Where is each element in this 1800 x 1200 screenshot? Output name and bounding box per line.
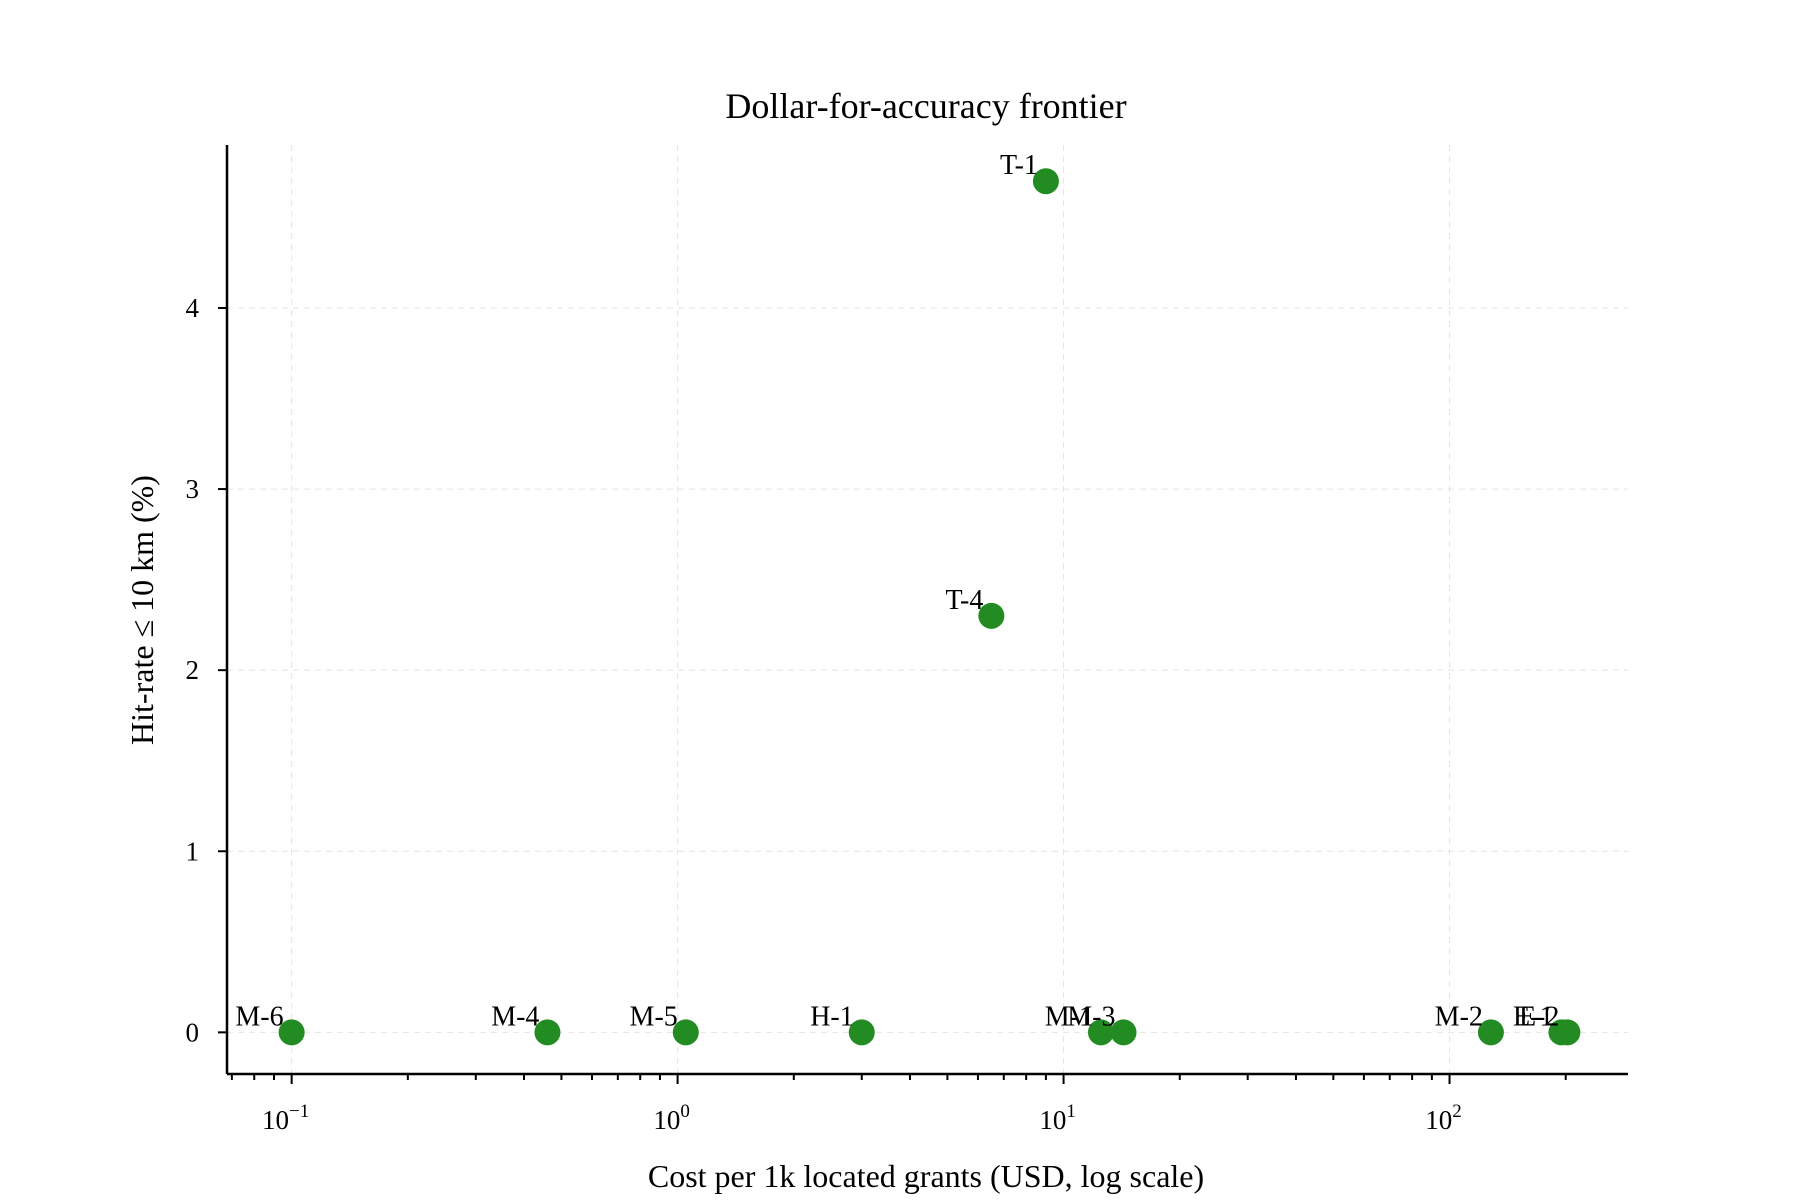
y-axis-label: Hit-rate ≤ 10 km (%) [124,475,160,745]
y-tick-label: 0 [186,1017,200,1047]
data-points: M-6 M-4 M-5 H-1 T-4 T-1 M-1M-3 M-2 E-1E-2 [235,150,1581,1046]
data-point [1477,1019,1504,1046]
point-label: E-1 [1513,1001,1553,1032]
point-label: M-1 [1045,1001,1093,1032]
point-label: H-1 [810,1001,854,1032]
x-axis-label: Cost per 1k located grants (USD, log sca… [648,1158,1204,1194]
point-label: T-1 [1000,150,1038,181]
point-label: M-5 [630,1001,678,1032]
grid [227,145,1628,1074]
point-label: T-4 [946,585,984,616]
point-label: M-3 [1067,1001,1115,1032]
y-tick-label: 2 [186,655,200,685]
x-tick-label: 100 [653,1101,690,1135]
data-point [1554,1019,1581,1046]
data-point [978,602,1005,629]
axis-ticks: 0 1 2 3 4 10−1 100 101 102 [186,293,1567,1135]
y-tick-label: 3 [186,474,200,504]
chart-title: Dollar-for-accuracy frontier [725,86,1126,126]
data-point [672,1019,699,1046]
point-label: M-2 [1435,1001,1483,1032]
x-tick-label: 101 [1039,1101,1076,1135]
y-tick-label: 4 [186,293,200,323]
data-point [848,1019,875,1046]
data-point [534,1019,561,1046]
x-tick-label: 10−1 [262,1101,309,1135]
y-tick-label: 1 [186,836,200,866]
x-tick-label: 102 [1425,1101,1462,1135]
data-point [1087,1019,1114,1046]
point-label: M-6 [235,1001,283,1032]
point-label: E-2 [1519,1001,1559,1032]
point-label: M-4 [491,1001,539,1032]
data-point [1110,1019,1137,1046]
data-point [1032,168,1059,195]
data-point [278,1019,305,1046]
